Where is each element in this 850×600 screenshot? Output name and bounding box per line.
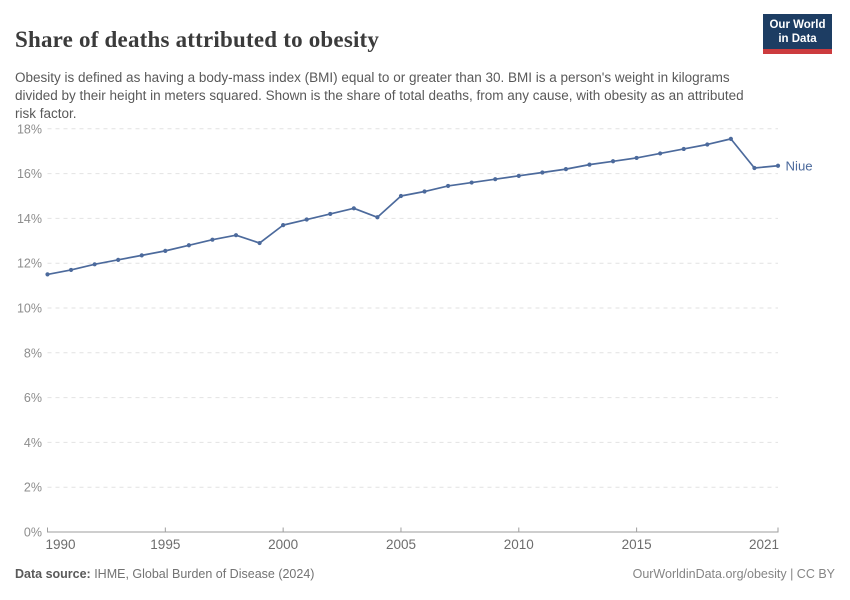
series-end-label[interactable]: Niue	[786, 158, 813, 173]
y-tick-label: 14%	[17, 212, 42, 226]
data-point[interactable]	[563, 167, 569, 172]
x-tick-label: 2021	[749, 537, 779, 552]
chart-title: Share of deaths attributed to obesity	[15, 27, 380, 53]
data-point[interactable]	[351, 206, 356, 211]
data-source-value: IHME, Global Burden of Disease (2024)	[90, 567, 315, 581]
data-point[interactable]	[587, 162, 592, 167]
data-point[interactable]	[445, 183, 451, 189]
chart-subtitle: Obesity is defined as having a body-mass…	[15, 69, 744, 121]
owid-logo: Our World in Data	[763, 14, 832, 54]
data-point[interactable]	[210, 237, 215, 242]
data-point[interactable]	[658, 151, 663, 156]
data-point[interactable]	[634, 155, 639, 161]
data-point[interactable]	[516, 173, 521, 178]
data-point[interactable]	[398, 193, 404, 199]
y-tick-label: 8%	[24, 346, 42, 360]
data-point[interactable]	[728, 136, 733, 141]
data-source-label: Data source:	[15, 567, 91, 581]
data-point[interactable]	[375, 215, 380, 220]
x-tick-label: 1990	[46, 537, 76, 552]
chart-footer: Data source: IHME, Global Burden of Dise…	[15, 567, 835, 581]
data-point[interactable]	[422, 189, 427, 194]
x-tick-label: 1995	[150, 537, 180, 552]
data-point[interactable]	[233, 233, 239, 238]
x-tick-label: 2000	[268, 537, 298, 552]
data-point[interactable]	[116, 257, 121, 262]
data-point[interactable]	[68, 267, 74, 273]
x-tick-label: 2005	[386, 537, 416, 552]
x-tick-label: 2015	[622, 537, 652, 552]
data-point[interactable]	[281, 223, 286, 228]
y-tick-label: 0%	[24, 526, 42, 540]
data-line-niue[interactable]	[46, 138, 779, 276]
data-source: Data source: IHME, Global Burden of Dise…	[15, 567, 314, 581]
data-point[interactable]	[610, 159, 616, 164]
chart-svg[interactable]: 0% 2% 4% 6% 8% 10% 12% 14% 16% 18% 1990 1995 2000 200…	[0, 112, 850, 562]
owid-logo-line2: in Data	[778, 33, 817, 45]
data-point[interactable]	[469, 180, 474, 185]
y-tick-label: 16%	[17, 167, 42, 181]
y-tick-label: 6%	[24, 391, 42, 405]
data-point[interactable]	[681, 146, 686, 152]
data-point[interactable]	[705, 142, 710, 147]
data-point[interactable]	[304, 217, 309, 222]
owid-logo-line1: Our World	[769, 19, 826, 31]
x-tick-label: 2010	[504, 537, 534, 552]
data-point[interactable]	[45, 272, 50, 277]
data-point[interactable]	[186, 243, 191, 248]
chart-plot-area[interactable]: 0% 2% 4% 6% 8% 10% 12% 14% 16% 18% 1990 1995 2000 200…	[0, 112, 850, 562]
data-point[interactable]	[163, 248, 168, 253]
data-point[interactable]	[540, 170, 545, 175]
y-tick-label: 2%	[24, 481, 42, 495]
data-point[interactable]	[493, 177, 498, 182]
credit-link[interactable]: OurWorldinData.org/obesity | CC BY	[632, 567, 835, 581]
data-point[interactable]	[92, 262, 97, 267]
y-tick-label: 18%	[17, 122, 42, 136]
data-point[interactable]	[139, 253, 144, 258]
y-tick-label: 10%	[17, 302, 42, 316]
y-tick-label: 12%	[17, 257, 42, 271]
data-point[interactable]	[328, 211, 333, 217]
data-point[interactable]	[257, 240, 262, 246]
y-tick-label: 4%	[24, 436, 42, 450]
data-point[interactable]	[775, 163, 781, 168]
data-point[interactable]	[752, 165, 757, 171]
